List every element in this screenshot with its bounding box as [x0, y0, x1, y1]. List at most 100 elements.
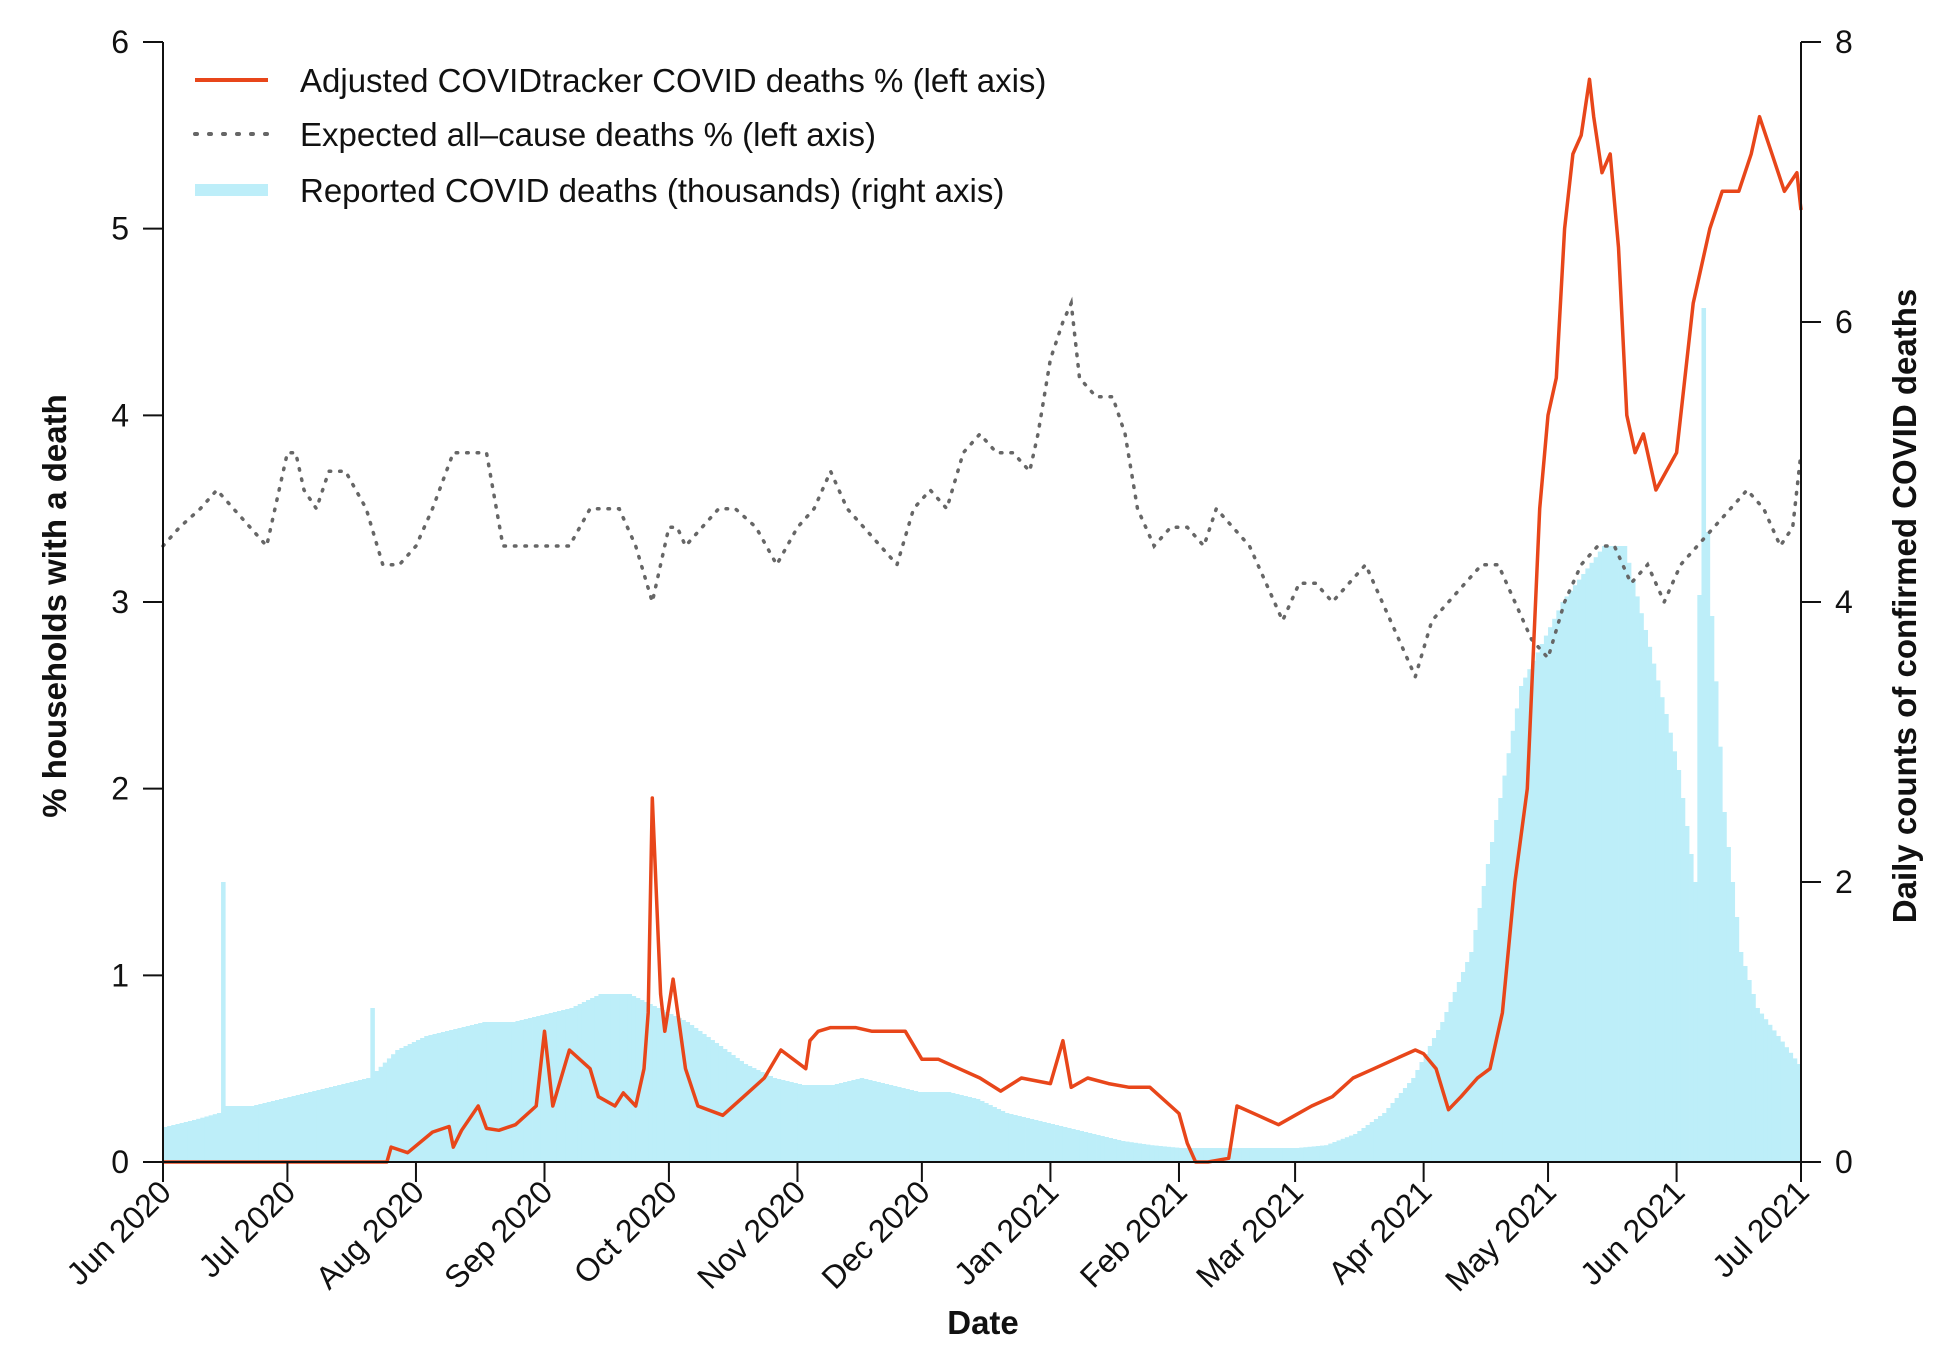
reported-deaths-bar: [1096, 1135, 1101, 1162]
reported-deaths-bar: [1382, 1113, 1387, 1162]
reported-deaths-bar: [386, 1058, 392, 1162]
reported-deaths-bar: [818, 1085, 823, 1162]
reported-deaths-bar: [710, 1040, 715, 1162]
reported-deaths-bar: [1485, 864, 1491, 1162]
reported-deaths-bar: [316, 1090, 321, 1162]
y-left-tick-label: 4: [111, 397, 129, 433]
reported-deaths-bar: [697, 1031, 703, 1162]
reported-deaths-bar: [1514, 708, 1520, 1162]
reported-deaths-bar: [241, 1106, 247, 1162]
reported-deaths-bar: [1091, 1134, 1097, 1162]
reported-deaths-bar: [221, 882, 226, 1162]
reported-deaths-bar: [266, 1102, 272, 1162]
reported-deaths-bar: [1465, 962, 1470, 1162]
reported-deaths-bar: [1635, 596, 1640, 1162]
reported-deaths-bar: [1108, 1138, 1114, 1162]
reported-deaths-bar: [283, 1098, 288, 1162]
reported-deaths-bar: [440, 1032, 446, 1162]
reported-deaths-bar: [681, 1020, 686, 1162]
reported-deaths-bar: [1174, 1147, 1180, 1162]
reported-deaths-bar: [1340, 1138, 1346, 1162]
reported-deaths-bar: [1568, 590, 1574, 1162]
reported-deaths-bar: [378, 1066, 384, 1162]
reported-deaths-bar: [299, 1094, 305, 1162]
reported-deaths-bar: [1402, 1088, 1408, 1162]
reported-deaths-bar: [664, 1012, 670, 1162]
reported-deaths-bar: [245, 1106, 251, 1162]
reported-deaths-bar: [1353, 1134, 1358, 1162]
reported-deaths-bar: [1008, 1114, 1014, 1162]
reported-deaths-bar: [171, 1125, 176, 1162]
reported-deaths-bar: [585, 1000, 591, 1162]
reported-deaths-bar: [200, 1117, 205, 1162]
reported-deaths-bar: [1378, 1116, 1383, 1162]
reported-deaths-bar: [660, 1010, 666, 1162]
reported-deaths-bar: [303, 1093, 309, 1162]
reported-deaths-bar: [1552, 618, 1557, 1162]
legend: Adjusted COVIDtracker COVID deaths % (le…: [193, 62, 1046, 209]
reported-deaths-bar: [838, 1083, 844, 1162]
reported-deaths-bar: [333, 1086, 338, 1162]
reported-deaths-bar: [1390, 1103, 1396, 1162]
x-tick-label: Jun 2021: [1573, 1173, 1692, 1292]
reported-deaths-bar: [988, 1105, 993, 1162]
line-series: [161, 77, 1803, 1164]
reported-deaths-bar: [1585, 568, 1590, 1162]
reported-deaths-bar: [1224, 1148, 1230, 1162]
y-left-tick-label: 2: [111, 771, 129, 807]
reported-deaths-bar: [208, 1115, 214, 1162]
reported-deaths-bar: [1058, 1126, 1064, 1162]
reported-deaths-bar: [337, 1085, 342, 1162]
reported-deaths-bar: [1141, 1144, 1147, 1162]
x-tick-label: Jun 2020: [59, 1173, 178, 1292]
reported-deaths-bar: [1796, 1064, 1802, 1162]
reported-deaths-bar: [1494, 820, 1499, 1162]
reported-deaths-bar: [403, 1046, 409, 1162]
reported-deaths-bar: [216, 1113, 222, 1162]
reported-deaths-bar: [888, 1085, 894, 1162]
reported-deaths-bar: [1216, 1148, 1221, 1162]
reported-deaths-bar: [457, 1028, 462, 1162]
reported-deaths-bar: [892, 1086, 898, 1162]
reported-deaths-bar: [515, 1021, 521, 1162]
reported-deaths-bar: [1212, 1148, 1217, 1162]
reported-deaths-bar: [731, 1055, 736, 1162]
reported-deaths-bar: [1004, 1113, 1010, 1162]
reported-deaths-bar: [436, 1033, 442, 1162]
reported-deaths-bar: [1639, 613, 1644, 1162]
reported-deaths-bar: [942, 1092, 948, 1162]
reported-deaths-bar: [1460, 972, 1466, 1162]
reported-deaths-bar: [1195, 1148, 1201, 1162]
reported-deaths-bar: [1622, 546, 1628, 1162]
reported-deaths-bar: [735, 1058, 740, 1162]
reported-deaths-bar: [581, 1002, 587, 1162]
reported-deaths-bar: [374, 1071, 380, 1162]
reported-deaths-bar: [1630, 579, 1636, 1162]
reported-deaths-bar: [1062, 1127, 1068, 1162]
reported-deaths-bar: [1523, 677, 1528, 1162]
reported-deaths-bar: [366, 1078, 371, 1162]
reported-deaths-bar: [1079, 1131, 1084, 1162]
reported-deaths-bar: [424, 1036, 429, 1162]
reported-deaths-bar: [867, 1080, 873, 1162]
reported-deaths-bar: [237, 1106, 243, 1162]
reported-deaths-bar: [1664, 714, 1669, 1162]
reported-deaths-bar: [855, 1079, 861, 1162]
y-right-axis-title: Daily counts of confirmed COVID deaths: [1886, 289, 1923, 923]
reported-deaths-bar: [1054, 1125, 1060, 1162]
reported-deaths-bar: [1407, 1083, 1412, 1162]
reported-deaths-bar: [163, 1127, 168, 1162]
reported-deaths-bar: [1539, 644, 1545, 1162]
reported-deaths-bar: [726, 1052, 732, 1162]
reported-deaths-bar: [357, 1080, 363, 1162]
x-tick-label: Mar 2021: [1189, 1173, 1310, 1294]
legend-label-reported: Reported COVID deaths (thousands) (right…: [300, 172, 1004, 209]
reported-deaths-bar: [1042, 1122, 1047, 1162]
reported-deaths-bar: [851, 1080, 856, 1162]
reported-deaths-bar: [1266, 1148, 1271, 1162]
reported-deaths-bar: [1577, 579, 1582, 1162]
reported-deaths-bar: [1792, 1058, 1798, 1162]
reported-deaths-bar: [453, 1029, 458, 1162]
reported-deaths-bar: [1369, 1122, 1375, 1162]
reported-deaths-bar: [1606, 546, 1611, 1162]
